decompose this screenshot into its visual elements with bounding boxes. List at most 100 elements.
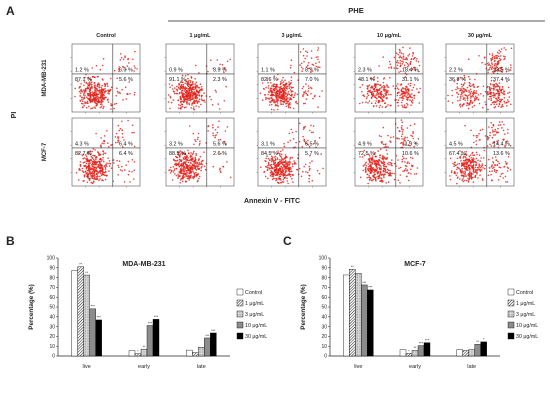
event-dot <box>401 133 404 135</box>
event-dot <box>125 98 128 100</box>
event-dot <box>495 159 498 161</box>
event-dot <box>187 165 190 167</box>
event-dot <box>383 168 386 170</box>
event-dot <box>179 88 182 91</box>
event-dot <box>291 177 293 180</box>
event-dot <box>371 159 373 161</box>
flow-plot-frame <box>257 43 327 113</box>
event-dot <box>494 67 497 69</box>
event-dot <box>497 139 499 142</box>
event-dot <box>104 96 107 99</box>
event-dot <box>113 107 115 110</box>
event-dot <box>309 162 311 164</box>
event-dot <box>95 102 97 105</box>
event-dot <box>270 103 273 106</box>
event-dot <box>82 103 84 105</box>
event-dot <box>266 97 269 100</box>
event-dot <box>290 94 293 97</box>
event-dot <box>406 136 409 139</box>
event-dot <box>503 55 505 58</box>
event-dot <box>469 78 471 80</box>
event-dot <box>461 86 463 88</box>
event-dot <box>292 107 295 110</box>
event-dot <box>280 161 282 163</box>
event-dot <box>285 89 287 92</box>
event-dot <box>489 86 491 89</box>
quadrant-label-ul: 3.2 % <box>169 141 183 147</box>
event-dot <box>121 136 124 139</box>
event-dot <box>481 163 484 165</box>
event-dot <box>183 90 186 92</box>
event-dot <box>181 105 184 108</box>
event-dot <box>492 72 495 74</box>
event-dot <box>199 163 201 166</box>
event-dot <box>96 100 99 103</box>
event-dot <box>409 141 411 143</box>
event-dot <box>268 98 271 100</box>
event-dot <box>504 144 507 146</box>
event-dot <box>83 175 86 178</box>
event-dot <box>304 163 307 166</box>
event-dot <box>177 86 180 89</box>
event-dot <box>173 159 175 161</box>
event-dot <box>372 174 374 177</box>
event-dot <box>372 95 374 97</box>
column-header-3: 3 μg/mL <box>281 33 303 39</box>
event-dot <box>168 83 171 85</box>
event-dot <box>178 161 180 163</box>
event-dot <box>93 81 96 84</box>
event-dot <box>289 175 292 178</box>
event-dot <box>502 129 505 132</box>
event-dot <box>482 157 485 159</box>
event-dot <box>100 174 103 177</box>
event-dot <box>113 69 116 72</box>
significance-mark: *** <box>368 286 373 290</box>
event-dot <box>412 52 414 55</box>
event-dot <box>190 80 192 82</box>
event-dot <box>222 165 225 168</box>
event-dot <box>103 105 105 108</box>
event-dot <box>93 94 95 96</box>
event-dot <box>96 84 99 86</box>
event-dot <box>399 174 402 176</box>
bar-late-1-g-ml <box>192 352 199 357</box>
event-dot <box>399 55 401 57</box>
event-dot <box>308 180 311 183</box>
event-dot <box>98 90 100 93</box>
event-dot <box>388 67 390 69</box>
event-dot <box>101 95 104 97</box>
event-dot <box>451 94 454 97</box>
event-dot <box>194 168 197 170</box>
y-tick-label: 40 <box>321 315 327 321</box>
event-dot <box>276 85 279 88</box>
event-dot <box>270 169 272 172</box>
event-dot <box>463 76 466 79</box>
event-dot <box>108 93 110 95</box>
event-dot <box>107 101 110 103</box>
event-dot <box>493 80 496 83</box>
event-dot <box>507 92 509 94</box>
category-label-live: live <box>354 364 362 370</box>
event-dot <box>305 98 308 100</box>
event-dot <box>380 96 382 99</box>
event-dot <box>469 101 472 104</box>
event-dot <box>185 160 187 162</box>
event-dot <box>316 170 319 172</box>
event-dot <box>470 157 473 159</box>
event-dot <box>455 164 457 166</box>
event-dot <box>96 151 99 153</box>
event-dot <box>305 50 307 53</box>
event-dot <box>382 173 384 176</box>
event-dots <box>75 119 136 185</box>
event-dot <box>382 126 385 129</box>
event-dot <box>276 98 279 100</box>
event-dot <box>390 93 392 96</box>
event-dot <box>481 128 484 131</box>
event-dot <box>289 86 291 88</box>
event-dot <box>379 87 381 90</box>
bar-late-30-g-ml <box>480 341 487 357</box>
event-dot <box>175 164 178 166</box>
event-dot <box>499 98 501 101</box>
event-dot <box>188 96 191 99</box>
significance-mark: *** <box>211 329 216 333</box>
